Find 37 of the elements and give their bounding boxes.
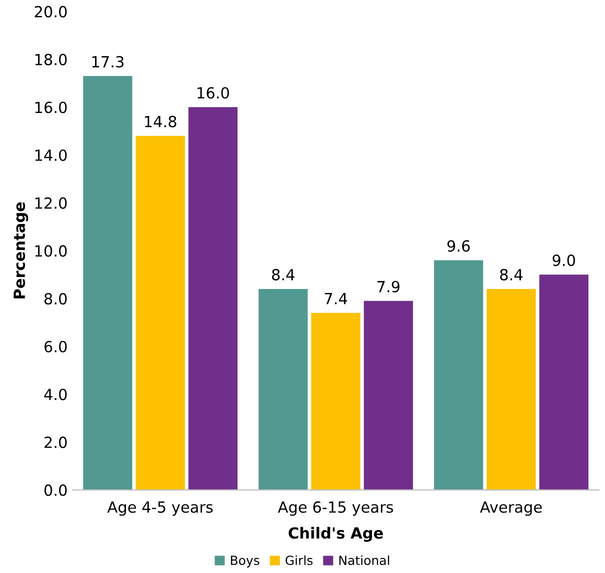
y-tick-label: 6.0 xyxy=(44,340,67,352)
data-label: 7.4 xyxy=(324,293,348,304)
bar xyxy=(188,107,238,490)
y-tick-label: 8.0 xyxy=(44,293,67,305)
data-label: 14.8 xyxy=(144,116,176,128)
legend-label: Girls xyxy=(286,555,313,566)
data-label: 9.6 xyxy=(447,240,470,252)
bar xyxy=(486,288,536,490)
legend-label: Boys xyxy=(230,556,260,568)
y-tick-label: 16.0 xyxy=(35,102,67,114)
y-tick-label: 20.0 xyxy=(34,6,67,18)
x-tick-label: Age 4-5 years xyxy=(107,501,213,516)
bar xyxy=(258,288,308,490)
data-label: 16.0 xyxy=(198,87,229,99)
bar xyxy=(434,260,484,490)
bar xyxy=(364,300,413,490)
data-label: 17.3 xyxy=(92,56,124,68)
y-tick-label: 0.0 xyxy=(44,484,67,496)
data-label: 9.0 xyxy=(552,254,575,266)
y-tick-label: 10.0 xyxy=(35,245,67,257)
y-tick-label: 18.0 xyxy=(35,54,67,66)
bar xyxy=(136,136,185,490)
x-axis-title: Child's Age xyxy=(288,526,383,542)
y-axis-title: Percentage xyxy=(14,202,28,298)
y-tick-label: 2.0 xyxy=(44,436,67,448)
legend-label: National xyxy=(339,555,390,566)
bar xyxy=(539,274,588,490)
y-tick-label: 4.0 xyxy=(44,388,67,400)
bar xyxy=(83,76,132,490)
y-tick-label: 12.0 xyxy=(35,197,67,209)
x-tick-label: Age 6-15 years xyxy=(278,501,394,516)
bar xyxy=(311,312,360,490)
x-tick-label: Average xyxy=(480,501,542,516)
data-label: 7.9 xyxy=(378,280,400,292)
data-label: 8.4 xyxy=(272,268,294,280)
data-label: 8.4 xyxy=(500,268,523,280)
y-tick-label: 14.0 xyxy=(35,149,67,162)
